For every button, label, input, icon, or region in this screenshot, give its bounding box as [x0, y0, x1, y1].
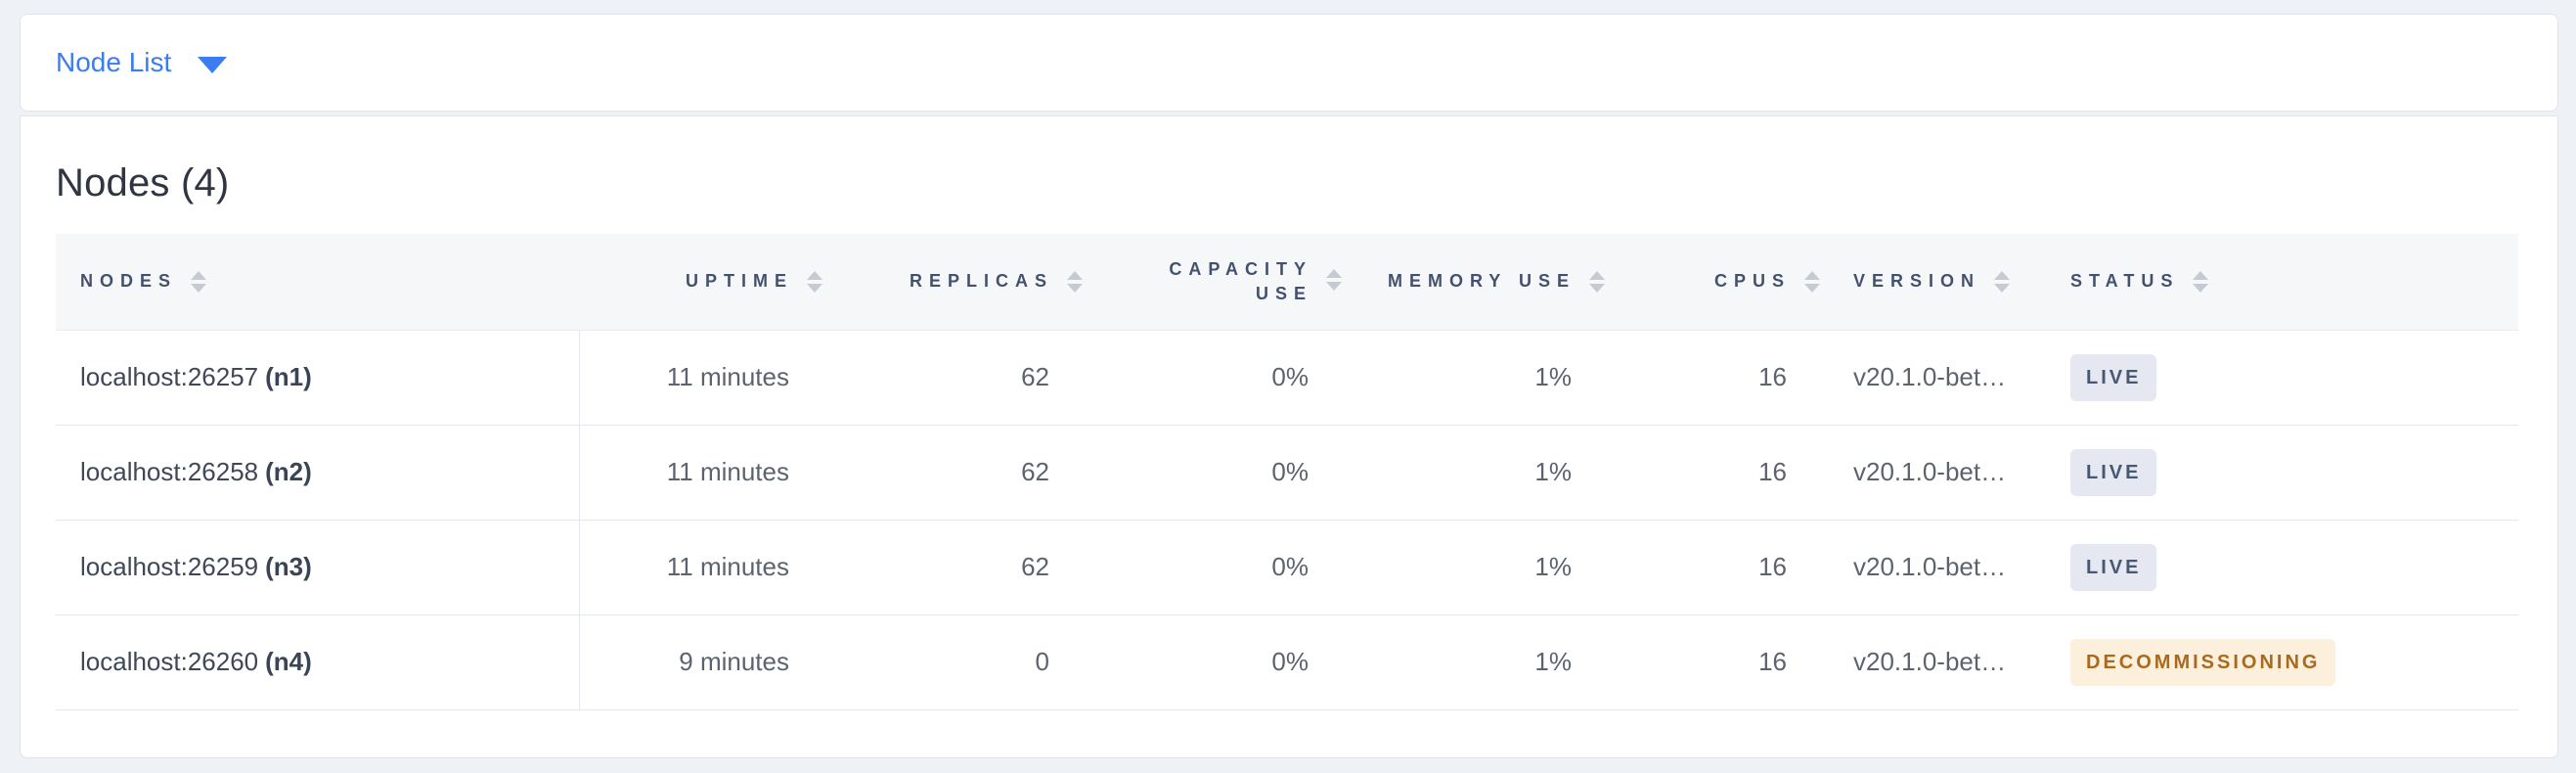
uptime-cell: 11 minutes — [579, 425, 809, 521]
table-row: localhost:26258 (n2) 11 minutes 62 0% 1% … — [56, 425, 2518, 521]
cpus-cell: 16 — [1591, 614, 1806, 710]
node-address: localhost:26260 — [80, 647, 259, 676]
version-cell: v20.1.0-bet… — [1806, 330, 2051, 426]
uptime-cell: 11 minutes — [579, 330, 809, 426]
cpus-cell: 16 — [1591, 520, 1806, 615]
node-address-cell: localhost:26257 (n1) — [56, 330, 580, 426]
sort-icon — [1994, 270, 2011, 293]
column-header-cpus[interactable]: CPUS — [1591, 234, 1820, 331]
replicas-cell: 0 — [809, 614, 1069, 710]
table-header-row: NODES UPTIME REPLICAS — [56, 234, 2518, 331]
cpus-cell: 16 — [1591, 330, 1806, 426]
status-cell: LIVE — [2051, 425, 2518, 521]
view-selector-label: Node List — [56, 47, 172, 77]
column-header-status[interactable]: STATUS — [2051, 234, 2518, 331]
memory-use-cell: 1% — [1328, 614, 1591, 710]
status-badge: DECOMMISSIONING — [2070, 638, 2336, 686]
capacity-use-cell: 0% — [1069, 330, 1328, 426]
replicas-cell: 62 — [809, 425, 1069, 521]
column-header-capacity-use[interactable]: CAPACITY USE — [1069, 234, 1342, 331]
node-address: localhost:26258 — [80, 457, 259, 486]
node-list-view-selector[interactable]: Node List — [56, 47, 228, 78]
node-address-cell: localhost:26258 (n2) — [56, 425, 580, 521]
uptime-cell: 11 minutes — [579, 520, 809, 615]
capacity-use-cell: 0% — [1069, 520, 1328, 615]
nodes-table: NODES UPTIME REPLICAS — [56, 234, 2518, 710]
cpus-cell: 16 — [1591, 425, 1806, 521]
capacity-use-cell: 0% — [1069, 425, 1328, 521]
caret-down-icon — [198, 56, 228, 73]
replicas-cell: 62 — [809, 330, 1069, 426]
table-row: localhost:26260 (n4) 9 minutes 0 0% 1% 16… — [56, 614, 2518, 710]
memory-use-cell: 1% — [1328, 330, 1591, 426]
node-id: (n4) — [265, 647, 312, 676]
node-address-cell: localhost:26259 (n3) — [56, 520, 580, 615]
column-header-nodes[interactable]: NODES — [56, 234, 579, 331]
node-address-cell: localhost:26260 (n4) — [56, 614, 580, 710]
sort-icon — [1326, 269, 1342, 292]
node-id: (n2) — [265, 457, 312, 486]
status-badge: LIVE — [2070, 448, 2157, 496]
node-address: localhost:26257 — [80, 362, 259, 391]
capacity-use-cell: 0% — [1069, 614, 1328, 710]
status-cell: LIVE — [2051, 520, 2518, 615]
column-header-replicas[interactable]: REPLICAS — [809, 234, 1083, 331]
uptime-cell: 9 minutes — [579, 614, 809, 710]
node-id: (n3) — [265, 552, 312, 581]
table-row: localhost:26257 (n1) 11 minutes 62 0% 1% … — [56, 330, 2518, 426]
version-cell: v20.1.0-bet… — [1806, 520, 2051, 615]
replicas-cell: 62 — [809, 520, 1069, 615]
sort-icon — [2193, 270, 2209, 293]
sort-icon — [1067, 270, 1083, 293]
status-cell: LIVE — [2051, 330, 2518, 426]
node-id: (n1) — [265, 362, 312, 391]
sort-icon — [191, 270, 207, 293]
status-cell: DECOMMISSIONING — [2051, 614, 2518, 710]
node-address: localhost:26259 — [80, 552, 259, 581]
sort-icon — [1589, 270, 1605, 293]
sort-icon — [1804, 270, 1820, 293]
status-badge: LIVE — [2070, 353, 2157, 401]
page-title: Nodes (4) — [56, 161, 230, 205]
view-selector-bar: Node List — [20, 14, 2558, 112]
column-header-memory-use[interactable]: MEMORY USE — [1328, 234, 1605, 331]
version-cell: v20.1.0-bet… — [1806, 614, 2051, 710]
column-header-uptime[interactable]: UPTIME — [579, 234, 822, 331]
nodes-card: Nodes (4) NODES UPTIME — [20, 115, 2558, 758]
version-cell: v20.1.0-bet… — [1806, 425, 2051, 521]
status-badge: LIVE — [2070, 543, 2157, 591]
memory-use-cell: 1% — [1328, 425, 1591, 521]
table-row: localhost:26259 (n3) 11 minutes 62 0% 1% … — [56, 520, 2518, 615]
sort-icon — [807, 270, 822, 293]
column-header-version[interactable]: VERSION — [1806, 234, 2051, 331]
memory-use-cell: 1% — [1328, 520, 1591, 615]
